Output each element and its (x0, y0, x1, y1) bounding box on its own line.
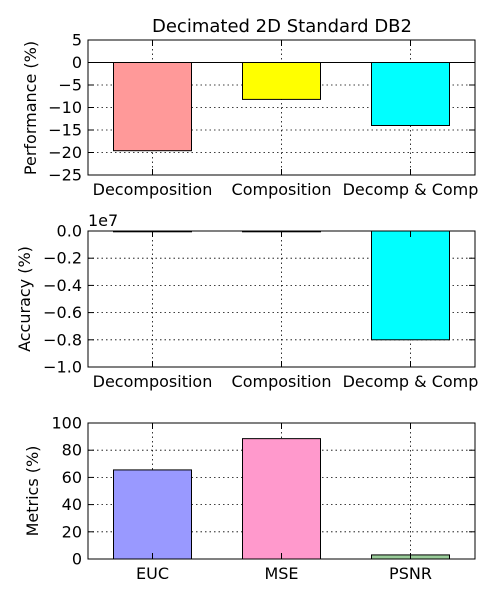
y-tick-label: −20 (48, 143, 82, 162)
metrics-y-label: Metrics (%) (23, 446, 42, 537)
bar-composition (242, 62, 321, 100)
x-tick-label: Composition (232, 372, 332, 391)
y-tick-label: 0.0 (57, 222, 82, 241)
accuracy-offset-label: 1e7 (88, 211, 118, 230)
y-tick-label: −1.0 (43, 358, 82, 377)
performance-y-label: Performance (%) (21, 41, 40, 175)
y-tick-label: −0.2 (43, 249, 82, 268)
x-tick-label: PSNR (389, 564, 432, 583)
x-tick-label: Decomp & Comp (343, 372, 479, 391)
bar-mse (242, 438, 321, 560)
accuracy-y-label: Accuracy (%) (15, 246, 34, 352)
bar-decomp-comp (371, 230, 450, 341)
y-tick-label: −15 (48, 121, 82, 140)
x-tick-label: Decomposition (93, 180, 213, 199)
x-tick-label: EUC (136, 564, 169, 583)
y-tick-label: 0 (72, 550, 82, 569)
accuracy-panel: 1e7 Accuracy (%) 0.0 −0.2 −0.4 −0.6 −0.8 −1.0… (15, 211, 478, 391)
metrics-panel: Metrics (%) 100 80 60 40 20 0 EUC MSE PSNR (23, 414, 476, 583)
x-tick-label: Decomp & Comp (343, 180, 479, 199)
y-tick-label: 80 (62, 441, 82, 460)
y-tick-label: −0.4 (43, 276, 82, 295)
y-tick-label: −5 (58, 76, 82, 95)
x-tick-label: MSE (264, 564, 298, 583)
y-tick-label: 60 (62, 468, 82, 487)
bar-decomp-comp (371, 62, 450, 126)
y-tick-label: 20 (62, 522, 82, 541)
y-tick-label: 0 (72, 53, 82, 72)
performance-panel: Decimated 2D Standard DB2 Performance (%… (21, 16, 478, 199)
x-tick-label: Composition (232, 180, 332, 199)
y-tick-label: −25 (48, 166, 82, 185)
y-tick-label: 5 (72, 31, 82, 50)
y-tick-label: −10 (48, 98, 82, 117)
y-tick-label: −0.6 (43, 303, 82, 322)
x-tick-label: Decomposition (93, 372, 213, 391)
bar-decomposition (113, 62, 192, 152)
bar-euc (113, 469, 192, 560)
chart-title: Decimated 2D Standard DB2 (152, 16, 412, 37)
y-tick-label: −0.8 (43, 330, 82, 349)
y-tick-label: 40 (62, 495, 82, 514)
y-tick-label: 100 (51, 414, 82, 433)
